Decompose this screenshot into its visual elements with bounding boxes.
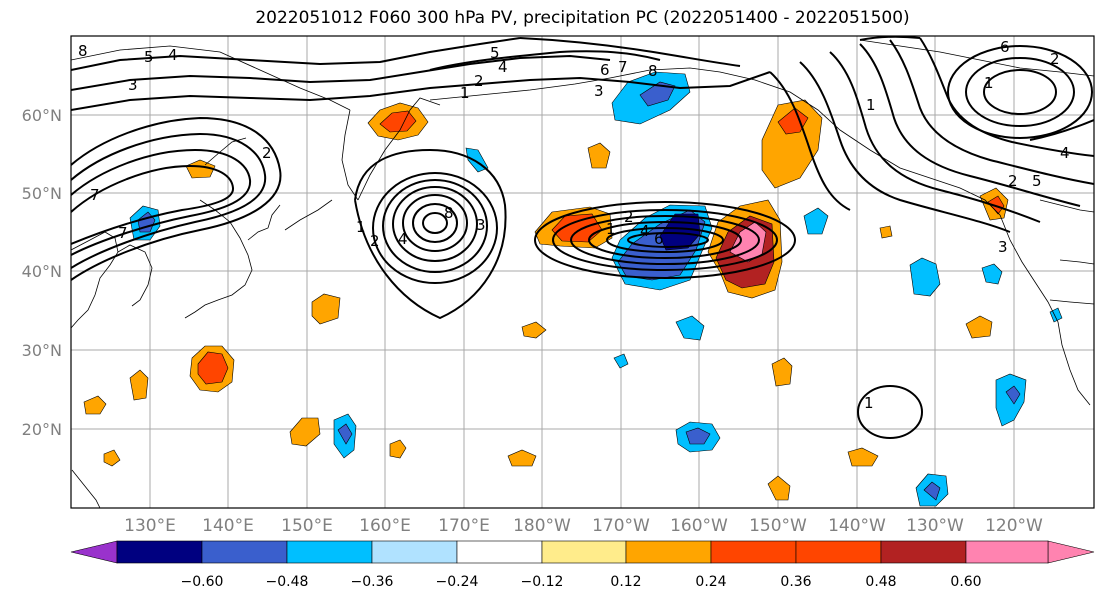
contour-label: 2	[1050, 50, 1060, 68]
contour-label: 8	[444, 204, 454, 222]
contour-label: 4	[398, 230, 408, 248]
latitude-labels: 60°N 50°N 40°N 30°N 20°N	[22, 106, 62, 439]
lon-label: 120°W	[985, 516, 1043, 536]
map-title: 2022051012 F060 300 hPa PV, precipitatio…	[255, 8, 910, 28]
contour-label: 4	[168, 46, 178, 64]
colorbar-swatch	[965, 540, 1049, 564]
colorbar-tick: −0.60	[181, 574, 224, 590]
colorbar-tick: 0.24	[695, 574, 726, 590]
colorbar-swatch	[710, 540, 797, 564]
contour-label: 6	[1000, 38, 1010, 56]
colorbar-swatch	[541, 540, 627, 564]
lat-label: 40°N	[22, 262, 62, 281]
contour-label: 7	[618, 58, 628, 76]
contour-label: 3	[476, 216, 486, 234]
contour-label: 5	[490, 44, 500, 62]
lon-label: 130°W	[906, 516, 964, 536]
contour-label: 5	[1032, 172, 1042, 190]
lat-label: 20°N	[22, 420, 62, 439]
colorbar-swatch	[625, 540, 712, 564]
lon-label: 130°E	[124, 516, 176, 536]
contour-label: 3	[998, 238, 1008, 256]
contour-label: 2	[1008, 172, 1018, 190]
map-border	[70, 35, 1095, 509]
colorbar-tick: 0.12	[610, 574, 641, 590]
colorbar-tick: −0.48	[266, 574, 309, 590]
colorbar-tick: 0.60	[950, 574, 981, 590]
colorbar	[70, 540, 1095, 564]
lon-label: 160°W	[670, 516, 728, 536]
contour-label: 1	[864, 394, 874, 412]
contour-label: 3	[128, 76, 138, 94]
lat-label: 60°N	[22, 106, 62, 125]
contour-label: 8	[648, 62, 658, 80]
contour-label: 1	[606, 220, 616, 238]
lon-label: 170°W	[592, 516, 650, 536]
colorbar-swatch	[286, 540, 373, 564]
lon-label: 140°W	[828, 516, 886, 536]
contour-label: 6	[600, 61, 610, 79]
lon-label: 150°W	[749, 516, 807, 536]
contour-label: 2	[474, 72, 484, 90]
colorbar-tick: −0.12	[521, 574, 564, 590]
lat-label: 30°N	[22, 341, 62, 360]
contour-label: 6	[654, 230, 664, 248]
contour-label: 3	[594, 82, 604, 100]
colorbar-extend-min	[70, 540, 118, 564]
contour-label: 8	[78, 42, 88, 60]
lon-label: 150°E	[281, 516, 333, 536]
contour-label: 1	[460, 84, 470, 102]
colorbar-swatch	[795, 540, 882, 564]
contour-label: 4	[1060, 144, 1070, 162]
contour-label: 5	[144, 48, 154, 66]
lon-label: 180°W	[513, 516, 571, 536]
contour-label: 7	[118, 224, 128, 242]
colorbar-swatch	[880, 540, 967, 564]
colorbar-swatch	[371, 540, 458, 564]
lon-label: 140°E	[202, 516, 254, 536]
contour-label: 1	[356, 218, 366, 236]
colorbar-extend-max	[1047, 540, 1095, 564]
colorbar-tick: −0.24	[436, 574, 479, 590]
map-panel: 8 7 5 4 3 5 4 2 1 3 6 7 8 2 7 1 2 4 8 3 …	[71, 36, 1094, 508]
contour-label: 7	[90, 186, 100, 204]
contour-labels: 8 7 5 4 3 5 4 2 1 3 6 7 8 2 7 1 2 4 8 3 …	[78, 38, 1070, 412]
contour-label: 1	[984, 74, 994, 92]
lon-label: 160°E	[359, 516, 411, 536]
pv-contours	[71, 36, 1094, 439]
colorbar-tick-labels: −0.60 −0.48 −0.36 −0.24 −0.12 0.12 0.24 …	[181, 574, 982, 590]
colorbar-tick: 0.36	[780, 574, 811, 590]
colorbar-tick: 0.48	[865, 574, 896, 590]
colorbar-swatch	[201, 540, 288, 564]
lat-label: 50°N	[22, 184, 62, 203]
colorbar-swatch	[116, 540, 203, 564]
longitude-labels: 130°E 140°E 150°E 160°E 170°E 180°W 170°…	[124, 516, 1043, 536]
contour-label: 4	[498, 58, 508, 76]
colorbar-tick: −0.36	[351, 574, 394, 590]
contour-label: 2	[262, 144, 272, 162]
contour-label: 1	[866, 96, 876, 114]
colorbar-swatch	[456, 540, 543, 564]
contour-label: 2	[370, 232, 380, 250]
contour-label: 2	[624, 208, 634, 226]
lon-label: 170°E	[438, 516, 490, 536]
contour-label: 4	[640, 222, 650, 240]
